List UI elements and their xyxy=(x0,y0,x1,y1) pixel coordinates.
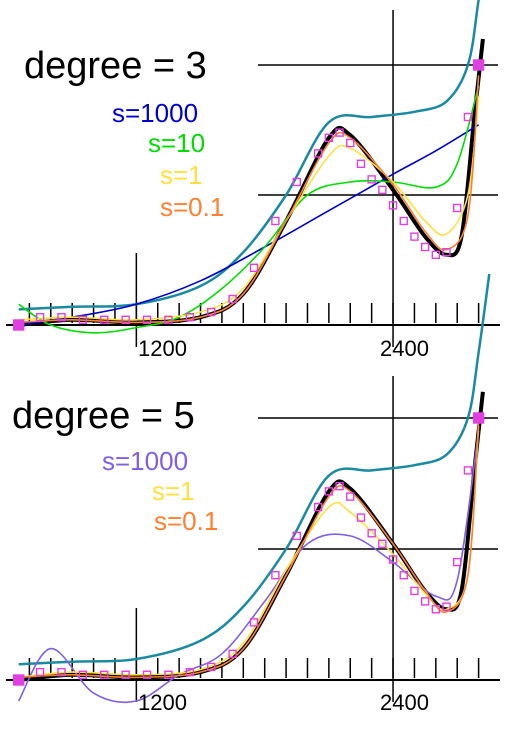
legend-label: s=10 xyxy=(148,128,205,158)
data-point xyxy=(271,216,280,226)
series-line xyxy=(18,425,480,679)
data-point xyxy=(228,294,237,304)
data-point xyxy=(207,662,216,672)
chart-title: degree = 3 xyxy=(24,45,207,87)
data-point xyxy=(35,667,45,677)
reference-curve xyxy=(18,273,491,666)
data-point xyxy=(410,232,419,241)
data-point xyxy=(324,133,334,143)
data-point xyxy=(57,313,66,322)
series-line xyxy=(18,96,480,321)
data-point xyxy=(185,667,195,677)
data-point xyxy=(420,597,430,606)
series-line xyxy=(18,430,480,704)
data-point xyxy=(324,487,334,496)
data-point xyxy=(410,586,419,596)
data-point xyxy=(271,571,280,580)
legend-label: s=1 xyxy=(152,476,195,506)
data-point xyxy=(35,313,45,322)
series-line xyxy=(18,85,480,334)
data-point xyxy=(142,315,152,324)
series-line xyxy=(18,124,480,326)
data-point xyxy=(185,313,195,322)
data-point xyxy=(378,185,387,195)
curves xyxy=(12,0,485,334)
data-point xyxy=(399,571,408,580)
data-point xyxy=(420,242,430,252)
data-point xyxy=(313,502,323,512)
x-tick-label: 2400 xyxy=(380,336,429,361)
chart-title: degree = 5 xyxy=(12,395,195,437)
data-point xyxy=(463,466,473,475)
data-point xyxy=(472,412,485,424)
data-point xyxy=(463,112,473,122)
data-point xyxy=(356,159,366,169)
x-tick-label: 2400 xyxy=(380,690,429,715)
data-point xyxy=(249,618,259,627)
panel-degree-3: degree = 3 s=1000 s=10 s=1 s=0.1 1200 24… xyxy=(6,0,500,361)
curves xyxy=(12,273,491,704)
data-point xyxy=(431,605,441,614)
data-point xyxy=(399,216,408,226)
data-point xyxy=(356,513,366,522)
data-point xyxy=(453,203,462,213)
panel-degree-5: degree = 5 s=1000 s=1 s=0.1 1200 2400 xyxy=(6,273,500,715)
legend-label: s=1 xyxy=(160,160,203,190)
data-point xyxy=(142,670,152,679)
data-point xyxy=(335,481,344,491)
data-point xyxy=(431,250,441,260)
data-point xyxy=(367,529,376,538)
legend-label: s=0.1 xyxy=(154,506,218,536)
data-point xyxy=(100,670,109,679)
data-point xyxy=(121,315,130,324)
data-point xyxy=(78,670,88,679)
x-tick-label: 1200 xyxy=(138,690,187,715)
data-point xyxy=(292,531,301,541)
data-point xyxy=(207,307,216,317)
data-point xyxy=(12,319,25,331)
data-point xyxy=(335,128,344,137)
data-point xyxy=(472,59,485,71)
data-point xyxy=(388,201,398,210)
data-point xyxy=(12,674,25,686)
data-point xyxy=(249,263,259,272)
data-point xyxy=(346,492,355,501)
data-point xyxy=(442,602,451,611)
data-point xyxy=(442,247,451,257)
data-point xyxy=(121,670,130,679)
data-point xyxy=(228,649,237,658)
data-point xyxy=(164,670,173,679)
legend-label: s=1000 xyxy=(112,98,198,128)
data-point xyxy=(453,557,462,567)
data-point xyxy=(313,149,323,158)
data-point xyxy=(378,539,387,548)
data-point xyxy=(100,315,109,324)
legend-label: s=0.1 xyxy=(160,192,224,222)
data-point xyxy=(346,138,355,148)
series-line xyxy=(18,420,480,679)
x-tick-label: 1200 xyxy=(138,336,187,361)
data-point xyxy=(164,315,173,324)
data-point xyxy=(78,315,88,324)
legend-label: s=1000 xyxy=(102,446,188,476)
data-point xyxy=(388,555,398,564)
data-point xyxy=(367,175,376,184)
data-point xyxy=(292,177,301,187)
data-point xyxy=(57,667,66,677)
